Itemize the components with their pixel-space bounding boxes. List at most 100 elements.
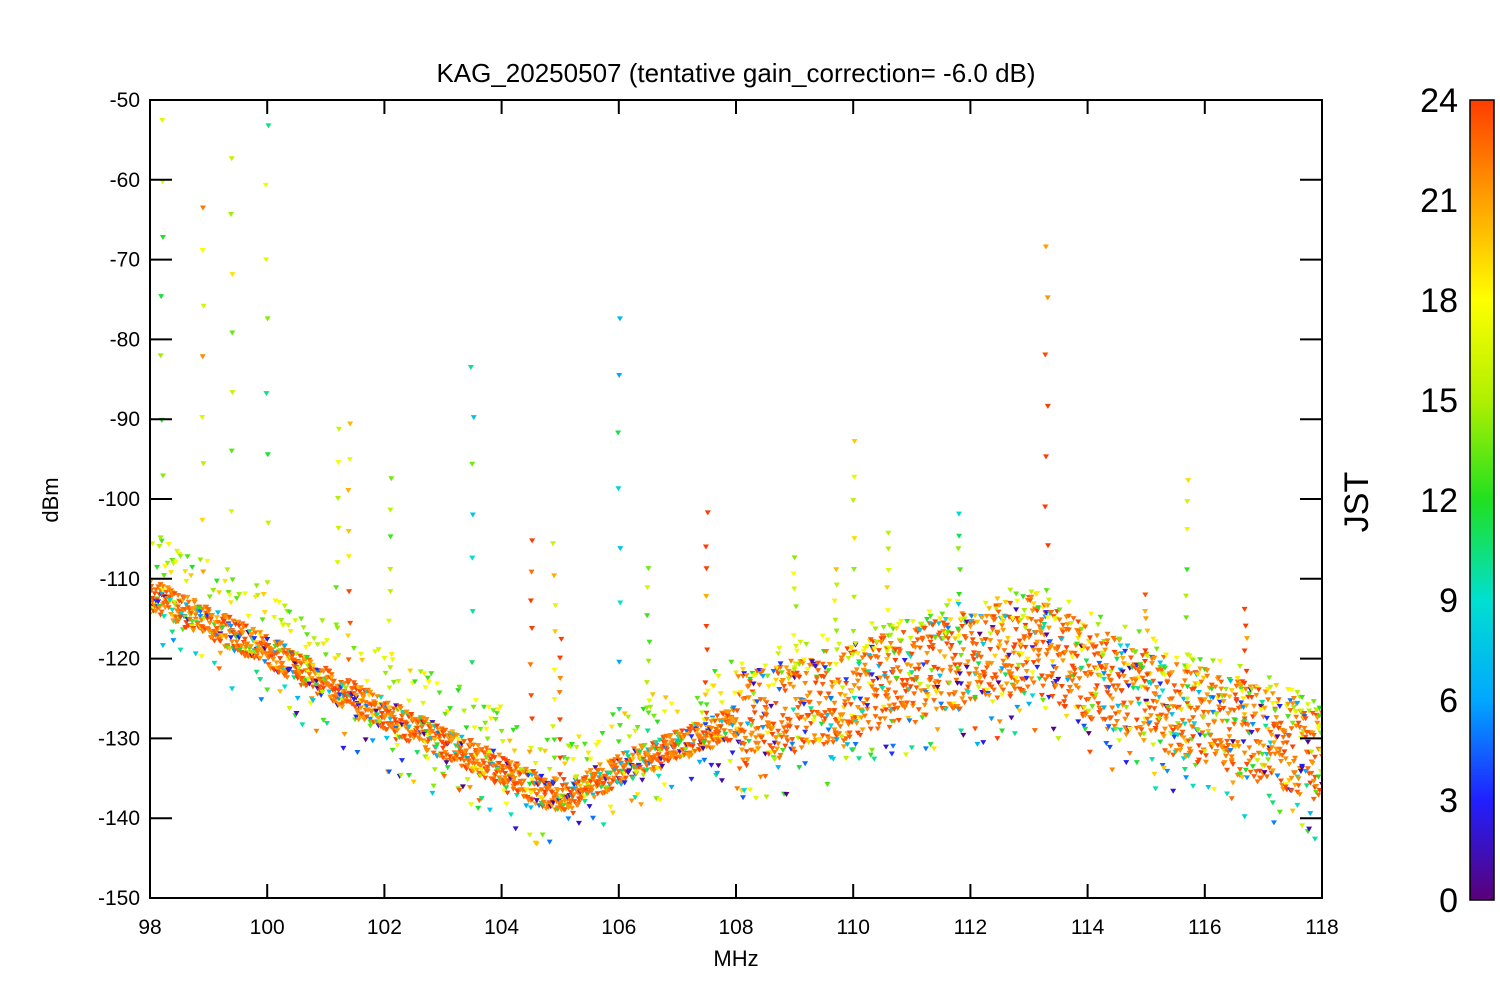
- noise-point: [1294, 689, 1301, 695]
- noise-point: [483, 745, 490, 751]
- noise-point: [1049, 693, 1056, 699]
- noise-point: [1015, 662, 1022, 668]
- noise-point: [804, 693, 811, 699]
- noise-point: [809, 709, 816, 715]
- noise-point: [1000, 687, 1007, 693]
- noise-point: [928, 668, 935, 674]
- noise-point: [561, 761, 568, 767]
- noise-point: [1116, 674, 1123, 680]
- noise-point: [1285, 701, 1292, 707]
- noise-point: [890, 743, 897, 749]
- noise-point: [264, 636, 271, 642]
- noise-point: [492, 717, 499, 723]
- noise-point: [1115, 683, 1122, 689]
- colorbar-tick-label: 3: [1439, 782, 1458, 820]
- noise-point: [729, 717, 736, 723]
- noise-point: [1243, 761, 1250, 767]
- noise-point: [1210, 742, 1217, 748]
- noise-point: [887, 640, 894, 646]
- noise-point: [755, 746, 762, 752]
- noise-point: [819, 682, 826, 688]
- noise-point: [278, 618, 285, 624]
- noise-point: [1219, 718, 1226, 724]
- signal-point: [792, 643, 799, 649]
- noise-point: [1068, 689, 1075, 695]
- noise-point: [438, 751, 445, 757]
- noise-point: [812, 663, 819, 669]
- noise-point: [837, 692, 844, 698]
- signal-point: [388, 652, 395, 658]
- noise-point: [1212, 684, 1219, 690]
- noise-point: [1309, 710, 1316, 716]
- noise-point: [158, 538, 165, 544]
- noise-point: [1030, 647, 1037, 653]
- noise-point: [861, 662, 868, 668]
- noise-point: [1016, 638, 1023, 644]
- noise-point: [165, 542, 172, 548]
- noise-point: [289, 652, 296, 658]
- noise-point: [246, 629, 253, 635]
- noise-point: [257, 633, 264, 639]
- noise-point: [688, 776, 695, 782]
- noise-point: [1304, 702, 1311, 708]
- noise-point: [1289, 808, 1296, 814]
- noise-point: [890, 666, 897, 672]
- noise-point: [981, 671, 988, 677]
- noise-point: [1191, 721, 1198, 727]
- noise-point: [1211, 720, 1218, 726]
- noise-point: [151, 591, 158, 597]
- noise-point: [883, 744, 890, 750]
- noise-point: [1266, 765, 1273, 771]
- signal-point: [265, 123, 272, 129]
- noise-point: [442, 749, 449, 755]
- noise-point: [1204, 692, 1211, 698]
- noise-point: [455, 736, 462, 742]
- noise-point: [493, 710, 500, 716]
- noise-point: [367, 716, 374, 722]
- noise-point: [661, 709, 668, 715]
- noise-point: [1091, 695, 1098, 701]
- noise-point: [1144, 687, 1151, 693]
- noise-point: [523, 803, 530, 809]
- noise-point: [608, 786, 615, 792]
- noise-point: [363, 678, 370, 684]
- noise-point: [539, 796, 546, 802]
- noise-point: [548, 790, 555, 796]
- signal-point: [833, 662, 840, 668]
- noise-point: [938, 691, 945, 697]
- noise-point: [1195, 757, 1202, 763]
- noise-point: [462, 753, 469, 759]
- noise-point: [386, 705, 393, 711]
- noise-point: [1276, 746, 1283, 752]
- noise-point: [387, 665, 394, 671]
- noise-point: [277, 689, 284, 695]
- noise-point: [1011, 642, 1018, 648]
- signal-point: [200, 461, 207, 467]
- noise-point: [1123, 760, 1130, 766]
- noise-point: [706, 740, 713, 746]
- noise-point: [1013, 675, 1020, 681]
- signal-point: [345, 657, 352, 663]
- noise-point: [380, 721, 387, 727]
- noise-point: [410, 779, 417, 785]
- noise-point: [1008, 671, 1015, 677]
- noise-point: [947, 668, 954, 674]
- noise-point: [496, 760, 503, 766]
- signal-point: [228, 509, 235, 515]
- noise-point: [575, 800, 582, 806]
- signal-point: [1042, 454, 1049, 460]
- noise-point: [968, 613, 975, 619]
- noise-point: [1133, 725, 1140, 731]
- signal-point: [1042, 352, 1049, 358]
- noise-point: [632, 795, 639, 801]
- signal-point: [529, 716, 536, 722]
- noise-point: [197, 557, 204, 563]
- noise-point: [1147, 728, 1154, 734]
- noise-point: [1075, 635, 1082, 641]
- noise-point: [898, 695, 905, 701]
- noise-point: [1035, 653, 1042, 659]
- noise-point: [531, 787, 538, 793]
- noise-point: [887, 632, 894, 638]
- noise-point: [1288, 788, 1295, 794]
- signal-point: [1184, 499, 1191, 505]
